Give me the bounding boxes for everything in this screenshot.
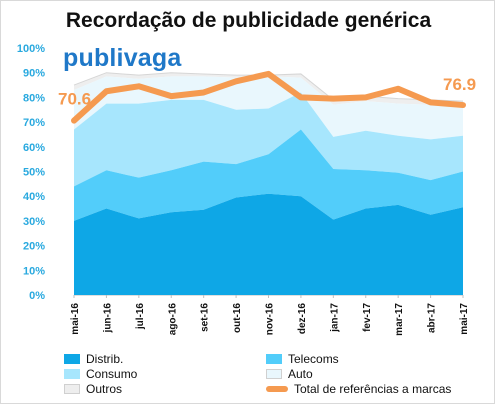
x-tick-label: nov-16 [265,303,276,336]
y-tick-label: 50% [23,167,45,179]
x-tick-label: mai-16 [70,303,81,335]
x-tick-label: mai-17 [459,303,470,335]
x-tick-label: abr-17 [427,303,438,333]
y-tick-label: 20% [23,241,45,253]
y-tick-label: 90% [23,68,45,80]
y-tick-label: 80% [23,92,45,104]
x-tick-label: jun-16 [102,303,113,334]
x-tick-label: jul-16 [135,303,146,331]
x-tick-label: fev-17 [362,303,373,332]
y-tick-label: 30% [23,216,45,228]
x-tick-label: set-16 [200,303,211,332]
x-tick-label: dez-16 [297,303,308,335]
x-tick-label: jan-17 [329,303,340,333]
callout-end: 76.9 [443,75,476,94]
y-tick-label: 60% [23,142,45,154]
y-tick-label: 70% [23,117,45,129]
y-tick-label: 0% [29,290,45,302]
x-tick-label: out-16 [232,303,243,333]
callout-start: 70.6 [58,90,91,109]
y-tick-label: 10% [23,265,45,277]
x-tick-label: mar-17 [394,303,405,336]
x-tick-label: ago-16 [167,303,178,336]
y-tick-label: 40% [23,191,45,203]
y-tick-label: 100% [17,43,45,55]
